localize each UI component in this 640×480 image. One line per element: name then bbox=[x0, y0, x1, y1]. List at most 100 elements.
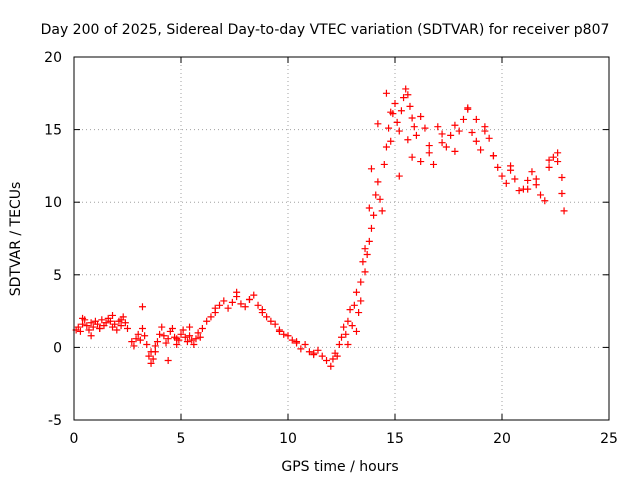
data-point bbox=[489, 152, 497, 160]
data-point bbox=[173, 335, 181, 343]
data-point bbox=[224, 304, 232, 312]
data-point bbox=[147, 348, 155, 356]
data-point bbox=[393, 118, 401, 126]
data-point bbox=[87, 319, 95, 327]
x-tick-label: 20 bbox=[493, 431, 511, 447]
data-point bbox=[220, 297, 228, 305]
data-point bbox=[109, 311, 117, 319]
data-point bbox=[216, 301, 224, 309]
data-point bbox=[524, 185, 532, 193]
data-point bbox=[237, 300, 245, 308]
data-point bbox=[357, 297, 365, 305]
data-point bbox=[98, 316, 106, 324]
y-tick-label: -5 bbox=[48, 413, 62, 429]
data-point bbox=[83, 322, 91, 330]
data-point bbox=[417, 158, 425, 166]
data-point bbox=[117, 316, 125, 324]
y-tick-label: 20 bbox=[44, 50, 62, 66]
data-point bbox=[335, 340, 343, 348]
data-point bbox=[310, 349, 318, 357]
data-point bbox=[408, 153, 416, 161]
data-point bbox=[438, 130, 446, 138]
data-point bbox=[372, 191, 380, 199]
data-point bbox=[314, 346, 322, 354]
data-point bbox=[511, 175, 519, 183]
data-point bbox=[442, 143, 450, 151]
data-point bbox=[323, 356, 331, 364]
data-point bbox=[507, 162, 515, 170]
data-point bbox=[136, 336, 144, 344]
data-point bbox=[179, 326, 187, 334]
data-point bbox=[374, 120, 382, 128]
data-point bbox=[532, 175, 540, 183]
data-point bbox=[361, 268, 369, 276]
data-point bbox=[560, 207, 568, 215]
data-point bbox=[301, 340, 309, 348]
data-point bbox=[472, 115, 480, 123]
data-point bbox=[468, 129, 476, 137]
data-point bbox=[134, 330, 142, 338]
data-point bbox=[451, 121, 459, 129]
x-axis-tick-labels: 0 5 10 15 20 25 bbox=[70, 431, 618, 447]
data-point bbox=[245, 295, 253, 303]
data-point bbox=[455, 127, 463, 135]
data-point bbox=[130, 342, 138, 350]
data-point bbox=[352, 327, 360, 335]
data-point bbox=[350, 301, 358, 309]
data-point bbox=[89, 323, 97, 331]
data-point bbox=[305, 348, 313, 356]
data-point bbox=[338, 333, 345, 341]
data-point bbox=[342, 330, 350, 338]
data-point bbox=[558, 174, 566, 182]
data-point bbox=[198, 325, 206, 333]
data-point bbox=[472, 137, 480, 145]
data-point bbox=[408, 114, 416, 122]
data-point bbox=[284, 332, 292, 340]
data-point bbox=[124, 325, 131, 333]
data-point bbox=[288, 336, 296, 344]
data-point bbox=[168, 325, 176, 333]
data-point bbox=[524, 176, 532, 184]
data-point bbox=[537, 191, 545, 199]
data-point bbox=[434, 123, 442, 131]
data-point bbox=[380, 160, 388, 168]
data-point bbox=[346, 306, 354, 314]
data-point bbox=[194, 329, 202, 337]
data-point bbox=[481, 127, 489, 135]
data-point bbox=[344, 317, 352, 325]
x-tick-label: 5 bbox=[177, 431, 186, 447]
x-tick-label: 0 bbox=[70, 431, 79, 447]
data-point bbox=[374, 178, 382, 186]
data-point bbox=[361, 245, 369, 253]
data-point bbox=[113, 326, 121, 334]
data-point bbox=[365, 204, 373, 212]
data-point bbox=[387, 108, 395, 116]
data-point bbox=[494, 163, 502, 171]
y-axis-tick-labels: -5 0 5 10 15 20 bbox=[44, 50, 62, 429]
data-point bbox=[447, 131, 455, 139]
data-point bbox=[355, 309, 363, 317]
data-point bbox=[132, 335, 140, 343]
y-axis-title: SDTVAR / TECUs bbox=[8, 182, 24, 297]
data-point bbox=[102, 319, 110, 327]
data-point bbox=[138, 325, 146, 333]
data-point bbox=[352, 288, 360, 296]
data-point bbox=[485, 134, 493, 142]
data-point bbox=[340, 323, 348, 331]
data-point bbox=[241, 303, 249, 311]
data-point bbox=[156, 330, 164, 338]
data-point bbox=[498, 172, 506, 180]
data-point bbox=[376, 195, 384, 203]
data-point bbox=[385, 124, 393, 132]
y-tick-label: 5 bbox=[53, 268, 62, 284]
data-point bbox=[406, 102, 414, 110]
data-point bbox=[502, 179, 510, 187]
y-tick-label: 10 bbox=[44, 195, 62, 211]
data-point bbox=[164, 356, 172, 364]
data-point bbox=[327, 362, 335, 370]
x-tick-label: 25 bbox=[600, 431, 618, 447]
data-point bbox=[160, 332, 168, 340]
data-point bbox=[192, 335, 200, 343]
data-point bbox=[76, 327, 84, 335]
